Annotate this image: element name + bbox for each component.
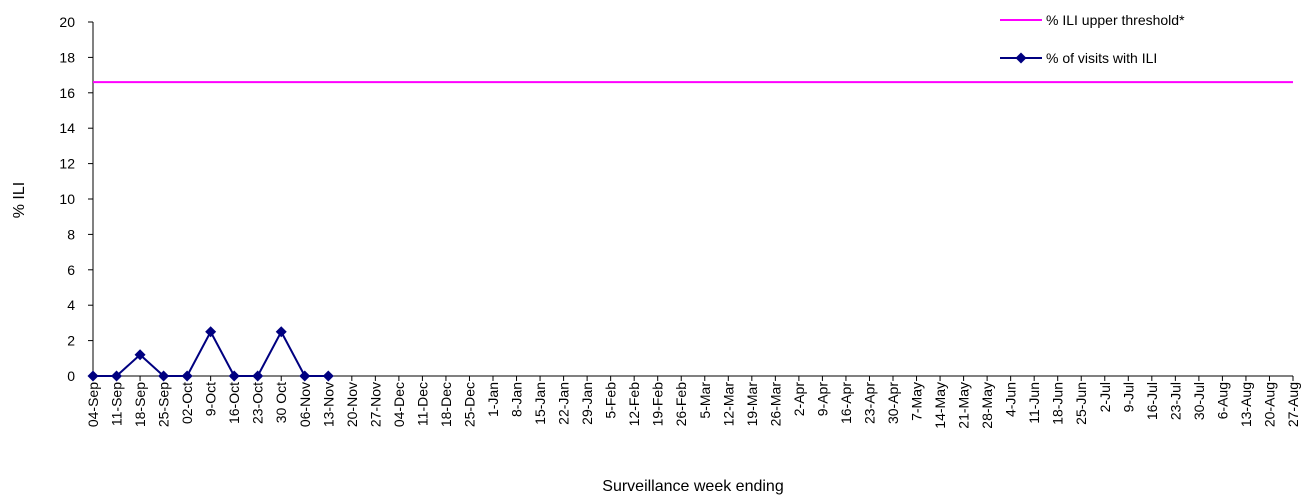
y-tick-label: 10 bbox=[59, 191, 75, 207]
x-tick-label: 5-Mar bbox=[697, 382, 713, 419]
x-tick-label: 14-May bbox=[932, 382, 948, 429]
marker bbox=[181, 370, 193, 382]
y-tick-label: 2 bbox=[67, 333, 75, 349]
marker bbox=[252, 370, 264, 382]
x-tick-label: 2-Jul bbox=[1097, 382, 1113, 412]
x-tick-label: 19-Mar bbox=[744, 382, 760, 427]
legend-label: % of visits with ILI bbox=[1046, 50, 1157, 66]
x-tick-label: 15-Jan bbox=[532, 382, 548, 425]
x-tick-label: 18-Jun bbox=[1050, 382, 1066, 425]
x-tick-label: 5-Feb bbox=[603, 382, 619, 419]
marker bbox=[134, 349, 146, 361]
x-tick-label: 19-Feb bbox=[650, 382, 666, 427]
x-tick-label: 8-Jan bbox=[509, 382, 525, 417]
legend-label: % ILI upper threshold* bbox=[1046, 12, 1185, 28]
x-tick-label: 18-Dec bbox=[438, 382, 454, 427]
x-tick-label: 25-Sep bbox=[156, 382, 172, 427]
x-tick-label: 27-Nov bbox=[367, 382, 383, 427]
y-tick-label: 0 bbox=[67, 368, 75, 384]
x-tick-label: 13-Aug bbox=[1238, 382, 1254, 427]
legend-marker bbox=[1015, 52, 1027, 64]
x-tick-label: 16-Apr bbox=[838, 382, 854, 424]
x-tick-label: 11-Jun bbox=[1026, 382, 1042, 424]
x-tick-label: 04-Dec bbox=[391, 382, 407, 427]
x-tick-label: 27-Aug bbox=[1285, 382, 1301, 427]
x-tick-label: 30-Jul bbox=[1191, 382, 1207, 420]
x-tick-label: 9-Oct bbox=[203, 382, 219, 416]
x-tick-label: 16-Jul bbox=[1144, 382, 1160, 420]
y-tick-label: 14 bbox=[59, 120, 75, 136]
x-axis-title: Surveillance week ending bbox=[602, 478, 783, 495]
x-tick-label: 1-Jan bbox=[485, 382, 501, 417]
marker bbox=[111, 370, 123, 382]
x-tick-label: 20-Nov bbox=[344, 382, 360, 427]
y-tick-label: 20 bbox=[59, 14, 75, 30]
x-tick-label: 06-Nov bbox=[297, 382, 313, 427]
marker bbox=[228, 370, 240, 382]
y-tick-label: 16 bbox=[59, 85, 75, 101]
x-tick-label: 22-Jan bbox=[556, 382, 572, 425]
y-tick-label: 12 bbox=[59, 156, 75, 172]
x-tick-label: 20-Aug bbox=[1261, 382, 1277, 427]
x-tick-label: 12-Mar bbox=[720, 382, 736, 427]
x-tick-label: 12-Feb bbox=[626, 382, 642, 427]
y-tick-label: 6 bbox=[67, 262, 75, 278]
x-tick-label: 18-Sep bbox=[132, 382, 148, 427]
x-tick-label: 04-Sep bbox=[85, 382, 101, 427]
marker bbox=[205, 326, 217, 338]
x-tick-label: 16-Oct bbox=[226, 382, 242, 424]
x-tick-label: 4-Jun bbox=[1003, 382, 1019, 417]
x-tick-label: 25-Dec bbox=[461, 382, 477, 427]
x-tick-label: 9-Jul bbox=[1120, 382, 1136, 412]
y-tick-label: 8 bbox=[67, 226, 75, 242]
y-tick-label: 18 bbox=[59, 49, 75, 65]
x-tick-label: 21-May bbox=[956, 382, 972, 429]
marker bbox=[87, 370, 99, 382]
x-tick-label: 23-Oct bbox=[250, 382, 266, 424]
x-tick-label: 9-Apr bbox=[814, 382, 830, 417]
x-tick-label: 02-Oct bbox=[179, 382, 195, 424]
x-tick-label: 6-Aug bbox=[1214, 382, 1230, 419]
marker bbox=[299, 370, 311, 382]
marker bbox=[158, 370, 170, 382]
x-tick-label: 7-May bbox=[909, 382, 925, 421]
x-tick-label: 11-Dec bbox=[414, 382, 430, 426]
x-tick-label: 28-May bbox=[979, 382, 995, 429]
x-tick-label: 26-Feb bbox=[673, 382, 689, 427]
x-tick-label: 11-Sep bbox=[109, 382, 125, 426]
x-tick-label: 13-Nov bbox=[320, 382, 336, 427]
x-tick-label: 23-Jul bbox=[1167, 382, 1183, 420]
x-tick-label: 30 Oct bbox=[273, 382, 289, 423]
x-tick-label: 26-Mar bbox=[767, 382, 783, 427]
marker bbox=[275, 326, 287, 338]
x-tick-label: 2-Apr bbox=[791, 382, 807, 417]
x-tick-label: 23-Apr bbox=[861, 382, 877, 424]
marker bbox=[322, 370, 334, 382]
x-tick-label: 30-Apr bbox=[885, 382, 901, 424]
x-tick-label: 29-Jan bbox=[579, 382, 595, 425]
y-axis-title: % ILI bbox=[11, 182, 28, 218]
y-tick-label: 4 bbox=[67, 297, 75, 313]
x-tick-label: 25-Jun bbox=[1073, 382, 1089, 425]
series-line bbox=[93, 329, 329, 377]
